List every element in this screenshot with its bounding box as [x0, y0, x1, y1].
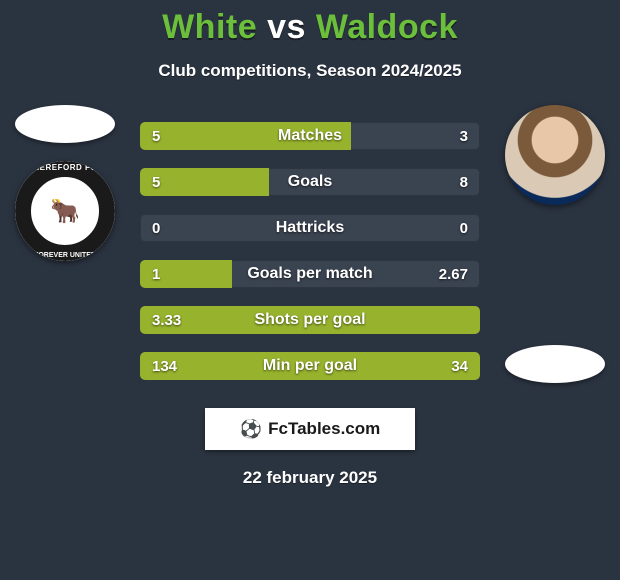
brand-swirl-icon: ⚽ [240, 419, 262, 440]
stat-value-right: 0 [460, 214, 468, 242]
brand-label: FcTables.com [268, 419, 380, 439]
stat-bar: 0Hattricks0 [140, 214, 480, 242]
right-column [500, 105, 610, 401]
left-column: HEREFORD FC 🐂 FOREVER UNITED [10, 105, 120, 261]
stats-bars: 5Matches3 5Goals8 0Hattricks0 1Goals per ma… [140, 122, 480, 398]
comparison-container: White vs Waldock Club competitions, Seas… [0, 0, 620, 580]
vs-text: vs [267, 8, 306, 46]
footer-area: ⚽ FcTables.com 22 february 2025 [0, 396, 620, 488]
brand-badge[interactable]: ⚽ FcTables.com [205, 408, 415, 450]
player2-name: Waldock [316, 8, 458, 46]
date-label: 22 february 2025 [0, 468, 620, 488]
player1-flag [15, 105, 115, 143]
stat-bar: 5Goals8 [140, 168, 480, 196]
stat-bar: 3.33Shots per goal [140, 306, 480, 334]
player2-flag [505, 345, 605, 383]
stat-label: Min per goal [140, 352, 480, 380]
subtitle: Club competitions, Season 2024/2025 [0, 61, 620, 81]
bull-icon: 🐂 [33, 179, 97, 243]
stat-bar: 5Matches3 [140, 122, 480, 150]
stat-bar: 1Goals per match2.67 [140, 260, 480, 288]
stat-label: Shots per goal [140, 306, 480, 334]
stat-label: Matches [140, 122, 480, 150]
stat-label: Goals [140, 168, 480, 196]
stat-bar: 134Min per goal34 [140, 352, 480, 380]
player2-avatar [505, 105, 605, 205]
page-title: White vs Waldock [0, 8, 620, 47]
stat-value-right: 2.67 [439, 260, 468, 288]
player1-club-crest: HEREFORD FC 🐂 FOREVER UNITED [15, 161, 115, 261]
stat-label: Hattricks [140, 214, 480, 242]
crest-bottom-text: FOREVER UNITED [15, 252, 115, 259]
crest-top-text: HEREFORD FC [15, 163, 115, 172]
stat-value-right: 3 [460, 122, 468, 150]
player1-name: White [162, 8, 257, 46]
stat-value-right: 34 [451, 352, 468, 380]
stat-label: Goals per match [140, 260, 480, 288]
stat-value-right: 8 [460, 168, 468, 196]
